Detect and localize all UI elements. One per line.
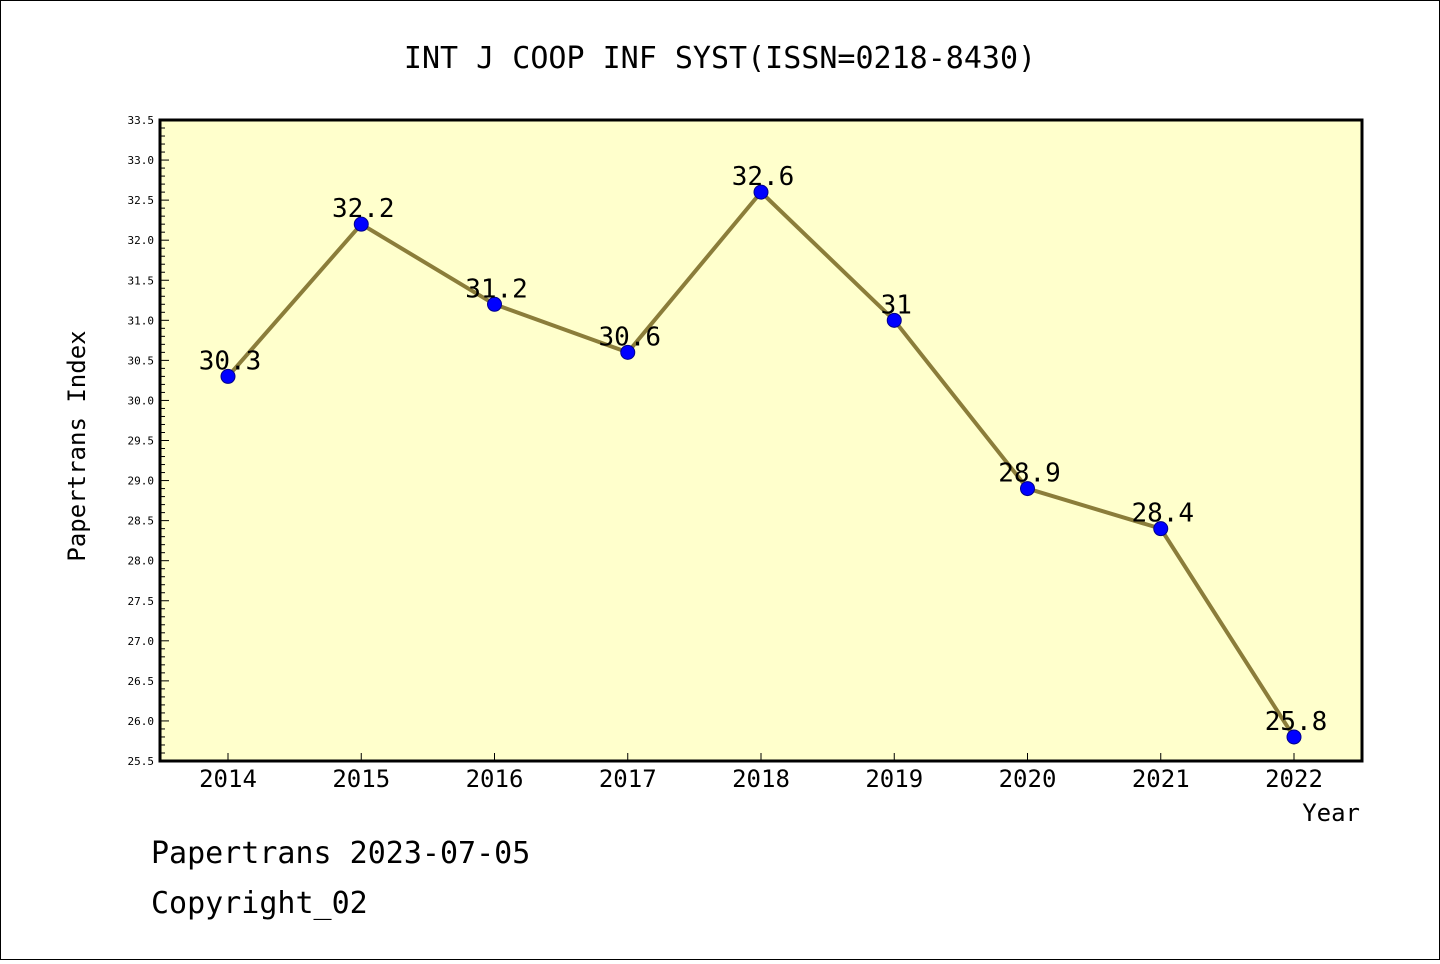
y-tick-label: 29.5 [128,435,155,448]
data-label: 32.6 [732,162,795,192]
y-tick-label: 28.5 [128,515,155,528]
data-label: 25.8 [1265,707,1328,737]
y-tick-label: 30.0 [128,394,155,407]
data-point [753,184,769,200]
y-tick-label: 32.0 [128,234,155,247]
data-point [620,344,636,360]
y-tick-label: 33.0 [128,154,155,167]
y-tick-label: 28.0 [128,555,155,568]
y-tick-label: 31.5 [128,274,155,287]
data-point [1286,729,1302,745]
x-tick-label: 2014 [199,765,257,793]
data-label: 31.2 [465,274,528,304]
x-tick-label: 2018 [732,765,790,793]
plot-area: 25.5 26.0 26.5 27.0 27.5 28.0 28.5 29.0 29.5 30.0… [128,114,1364,793]
data-point [220,368,236,384]
data-point [1020,481,1035,497]
y-tick-label: 30.5 [128,354,155,367]
y-axis-label: Papertrans Index [63,330,91,561]
y-tick-label: 31.0 [128,314,155,327]
data-label: 30.6 [598,322,661,352]
data-point [886,312,902,328]
x-tick-label: 2015 [332,765,390,793]
x-tick-label: 2017 [599,765,657,793]
footer-copyright: Copyright_02 [151,886,368,921]
y-tick-label: 29.0 [128,475,155,488]
footer-date: Papertrans 2023-07-05 [151,836,531,871]
x-tick-label: 2021 [1132,765,1190,793]
x-axis-label: Year [1302,799,1360,827]
data-label: 28.4 [1131,499,1194,529]
y-tick-label: 26.0 [128,715,155,728]
x-tick-label: 2019 [865,765,923,793]
x-tick-label: 2020 [999,765,1057,793]
data-point [353,216,369,232]
data-label: 28.9 [998,459,1061,489]
y-tick-label: 33.5 [128,114,155,127]
data-point [1153,521,1169,537]
data-point [487,296,502,312]
y-tick-label: 25.5 [128,755,155,768]
chart-title: INT J COOP INF SYST(ISSN=0218-8430) [404,41,1036,76]
y-tick-label: 32.5 [128,194,155,207]
x-tick-label: 2022 [1265,765,1323,793]
data-label: 31 [881,290,912,320]
y-tick-label: 26.5 [128,675,155,688]
y-tick-label: 27.5 [128,595,155,608]
data-label: 32.2 [332,194,395,224]
data-label: 30.3 [199,346,262,376]
x-tick-label: 2016 [466,765,524,793]
y-tick-label: 27.0 [128,635,155,648]
plot-border [158,118,1364,763]
